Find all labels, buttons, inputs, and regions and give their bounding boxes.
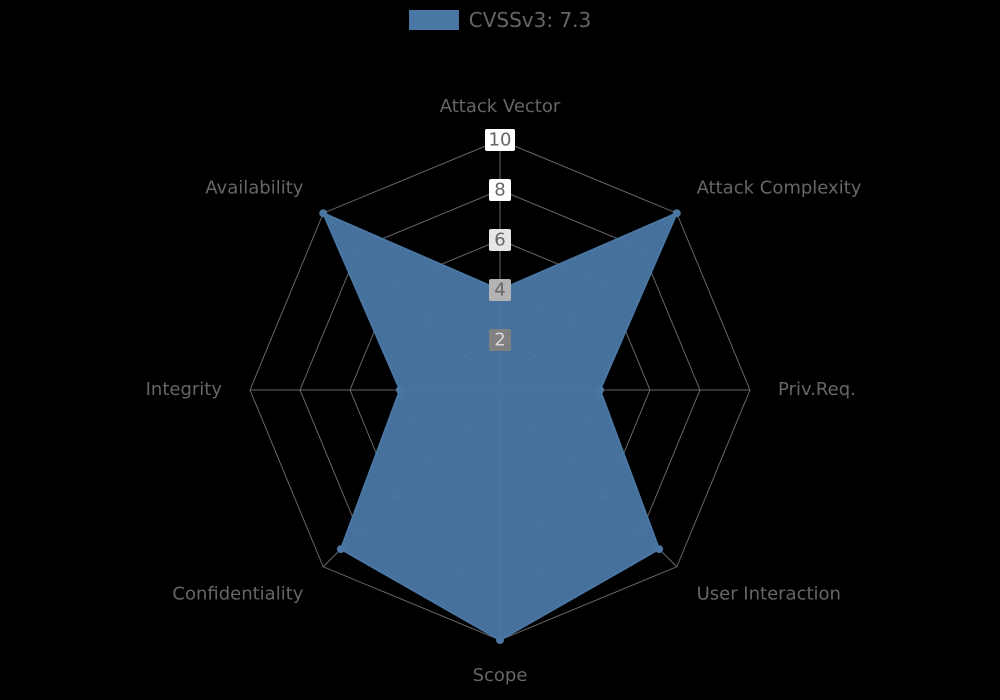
axis-label: Scope xyxy=(473,665,528,686)
data-vertex xyxy=(655,545,663,553)
data-vertex xyxy=(596,386,604,394)
scale-tick-label: 8 xyxy=(494,180,505,201)
scale-tick-label: 6 xyxy=(494,230,505,251)
axis-label: Attack Vector xyxy=(440,96,561,117)
axis-label: Integrity xyxy=(146,379,223,400)
data-vertex xyxy=(496,636,504,644)
axis-label: Availability xyxy=(205,177,303,198)
radar-chart: Attack Vector Attack Complexity Priv.Req. U… xyxy=(0,0,1000,700)
axis-label: Attack Complexity xyxy=(697,177,862,198)
scale-tick-label: 4 xyxy=(494,280,505,301)
axis-label: Confidentiality xyxy=(172,583,303,604)
data-vertex xyxy=(319,209,327,217)
data-vertex xyxy=(396,386,404,394)
data-vertex xyxy=(337,545,345,553)
scale-tick-label: 10 xyxy=(489,130,512,151)
scale-tick-label: 2 xyxy=(494,330,505,351)
data-vertex xyxy=(673,209,681,217)
axis-label: User Interaction xyxy=(697,583,841,604)
axis-label: Priv.Req. xyxy=(778,379,856,400)
